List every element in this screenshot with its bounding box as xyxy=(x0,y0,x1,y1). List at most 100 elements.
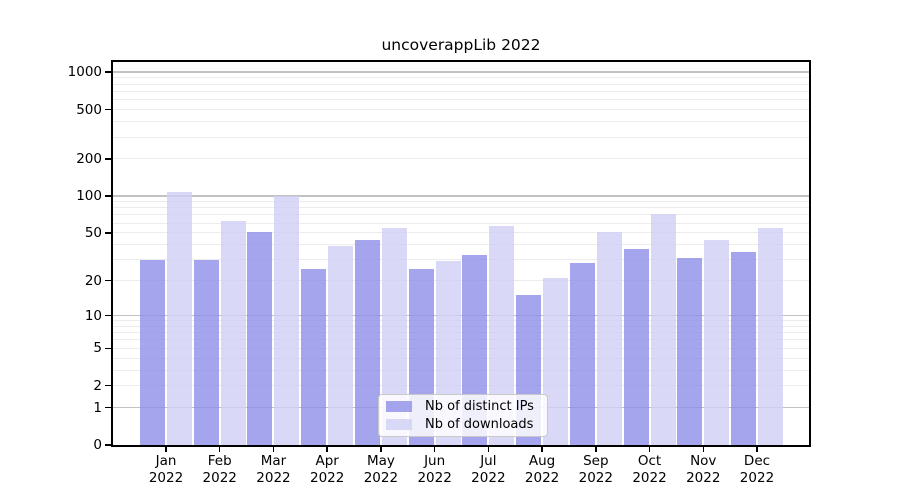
legend-label-distinct-ips: Nb of distinct IPs xyxy=(425,399,534,415)
x-tick-year: 2022 xyxy=(202,469,237,486)
x-tickmark xyxy=(487,447,490,452)
x-tick-year: 2022 xyxy=(632,469,667,486)
bar-downloads-oct xyxy=(650,214,676,445)
gridline-minor xyxy=(112,339,810,341)
x-tick-label-aug: Aug 2022 xyxy=(514,453,570,486)
gridline-minor xyxy=(112,332,810,334)
legend-swatch-distinct-ips xyxy=(386,401,412,413)
chart-title: uncoverappLib 2022 xyxy=(381,36,541,54)
bar-distinct-ips-apr xyxy=(301,269,327,445)
x-tickmark xyxy=(165,447,167,452)
x-tick-year: 2022 xyxy=(363,469,399,486)
y-tickmark xyxy=(105,71,111,73)
x-tick-month: Jul xyxy=(480,453,497,469)
bar-downloads-mar xyxy=(274,195,300,445)
gridline-minor xyxy=(112,90,810,92)
x-tick-year: 2022 xyxy=(256,469,291,486)
x-tickmark xyxy=(326,447,328,452)
gridline-major xyxy=(112,71,810,73)
y-tickmark xyxy=(105,279,111,282)
bar-downloads-dec xyxy=(757,227,783,445)
spine-left xyxy=(111,60,113,447)
x-tickmark xyxy=(218,447,221,452)
x-tickmark xyxy=(433,447,436,452)
x-tick-month: May xyxy=(366,453,395,469)
x-tick-month: Dec xyxy=(743,453,771,469)
y-tickmark xyxy=(105,444,111,446)
x-tick-year: 2022 xyxy=(148,469,184,486)
y-tick-label: 1000 xyxy=(67,64,102,81)
y-tickmark xyxy=(105,158,111,160)
legend-item-downloads: Nb of downloads xyxy=(386,416,537,434)
gridline-minor xyxy=(112,244,810,246)
gridline-minor xyxy=(112,320,810,322)
x-tick-label-jun: Jun 2022 xyxy=(407,453,463,486)
bar-distinct-ips-mar xyxy=(247,231,273,445)
y-tickmark xyxy=(105,384,111,387)
x-tick-month: Apr xyxy=(315,453,339,469)
x-tick-year: 2022 xyxy=(739,469,775,486)
gridline-minor xyxy=(112,385,810,387)
y-tickmark xyxy=(105,108,111,111)
bar-downloads-jan xyxy=(167,192,192,445)
x-tick-month: Sep xyxy=(583,453,609,469)
bar-distinct-ips-nov xyxy=(677,257,703,445)
legend: Nb of distinct IPs Nb of downloads xyxy=(378,394,548,437)
x-tick-month: Nov xyxy=(690,453,717,469)
gridline-minor xyxy=(112,222,810,224)
x-tick-label-mar: Mar 2022 xyxy=(245,453,301,486)
y-tickmark xyxy=(105,195,111,197)
legend-swatch-downloads xyxy=(386,418,412,430)
x-tick-label-nov: Nov 2022 xyxy=(675,453,731,486)
x-tick-month: Jun xyxy=(424,453,446,469)
gridline-minor xyxy=(112,83,810,85)
gridline-minor xyxy=(112,99,810,101)
x-tick-year: 2022 xyxy=(417,469,452,486)
y-tick-label: 2 xyxy=(93,377,102,394)
x-tick-year: 2022 xyxy=(309,469,345,486)
x-tick-year: 2022 xyxy=(471,469,506,486)
bar-distinct-ips-jan xyxy=(140,259,165,445)
gridline-major xyxy=(112,195,810,197)
x-tick-label-apr: Apr 2022 xyxy=(299,453,355,486)
gridline-minor xyxy=(112,232,810,234)
x-tick-year: 2022 xyxy=(524,469,560,486)
x-tickmark xyxy=(595,447,597,452)
bar-distinct-ips-may xyxy=(354,239,380,445)
spine-bottom xyxy=(111,445,811,447)
x-tick-month: Jan xyxy=(155,453,177,469)
bar-downloads-apr xyxy=(328,245,354,445)
y-tick-label: 100 xyxy=(76,187,102,204)
y-tick-label: 0 xyxy=(93,437,102,453)
bar-distinct-ips-dec xyxy=(730,251,756,445)
legend-label-downloads: Nb of downloads xyxy=(425,416,534,432)
x-tick-label-dec: Dec 2022 xyxy=(729,453,785,486)
plot-area xyxy=(112,60,810,445)
x-tick-label-sep: Sep 2022 xyxy=(568,453,624,486)
bar-distinct-ips-feb xyxy=(193,259,219,445)
gridline-minor xyxy=(112,201,810,203)
x-tick-month: Aug xyxy=(528,453,556,469)
gridline-major xyxy=(112,314,810,317)
y-tick-label: 200 xyxy=(76,150,102,167)
bar-downloads-feb xyxy=(220,221,246,445)
x-tick-month: Oct xyxy=(637,453,662,469)
gridline-minor xyxy=(112,369,810,371)
x-tick-label-may: May 2022 xyxy=(353,453,409,486)
bar-downloads-nov xyxy=(704,239,730,445)
x-tick-month: Mar xyxy=(260,453,287,469)
gridline-minor xyxy=(112,259,810,261)
y-tick-label: 1 xyxy=(93,399,102,416)
gridline-minor xyxy=(112,207,810,209)
bar-downloads-sep xyxy=(596,231,622,445)
y-tick-label: 5 xyxy=(93,340,102,357)
y-tickmark xyxy=(105,406,111,409)
x-tick-label-jul: Jul 2022 xyxy=(460,453,516,486)
legend-item-distinct-ips: Nb of distinct IPs xyxy=(386,398,537,416)
bar-distinct-ips-oct xyxy=(623,248,649,445)
x-tickmark xyxy=(702,447,705,452)
gridline-minor xyxy=(112,214,810,216)
x-tick-year: 2022 xyxy=(578,469,613,486)
x-tickmark xyxy=(541,447,543,452)
